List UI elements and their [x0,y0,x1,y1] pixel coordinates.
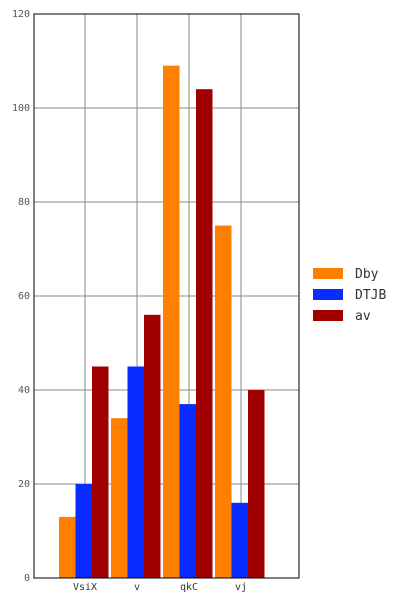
x-axis-ticks: VsiX v qkC vj [73,582,247,593]
y-tick-label: 60 [18,291,30,302]
y-tick-label: 80 [18,197,30,208]
bar-Dby-VsiX [59,516,76,578]
legend-swatch-av [313,310,343,321]
bar-Dby-qkC [163,65,180,578]
plot-frame [33,13,300,579]
bar-Dby-v [111,418,128,578]
x-tick-label: VsiX [73,582,97,593]
y-tick-label: 100 [12,103,30,114]
y-tick-label: 120 [12,9,30,20]
bar-DTJB-vj [231,502,248,578]
bars [59,65,265,578]
bar-DTJB-qkC [179,404,196,578]
y-tick-label: 0 [24,573,30,584]
bar-DTJB-v [127,366,144,578]
bar-av-qkC [196,89,213,578]
bar-Dby-vj [215,225,232,578]
legend-swatch-Dby [313,268,343,279]
legend-swatch-DTJB [313,289,343,300]
bar-av-v [144,314,161,578]
y-tick-label: 40 [18,385,30,396]
x-tick-label: v [134,582,140,593]
bar-DTJB-VsiX [75,484,92,578]
legend-label: av [355,309,371,324]
y-tick-label: 20 [18,479,30,490]
legend-label: DTJB [355,288,386,303]
bar-av-VsiX [92,366,109,578]
legend-label: Dby [355,267,379,282]
y-axis-ticks: 0 20 40 60 80 100 120 [12,9,30,584]
x-tick-label: vj [235,582,247,593]
bar-av-vj [248,390,265,578]
legend: Dby DTJB av [313,267,386,324]
x-tick-label: qkC [180,582,198,593]
